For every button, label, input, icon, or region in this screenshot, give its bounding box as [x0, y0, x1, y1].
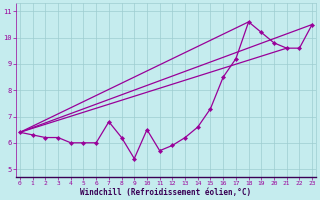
X-axis label: Windchill (Refroidissement éolien,°C): Windchill (Refroidissement éolien,°C)	[80, 188, 252, 197]
